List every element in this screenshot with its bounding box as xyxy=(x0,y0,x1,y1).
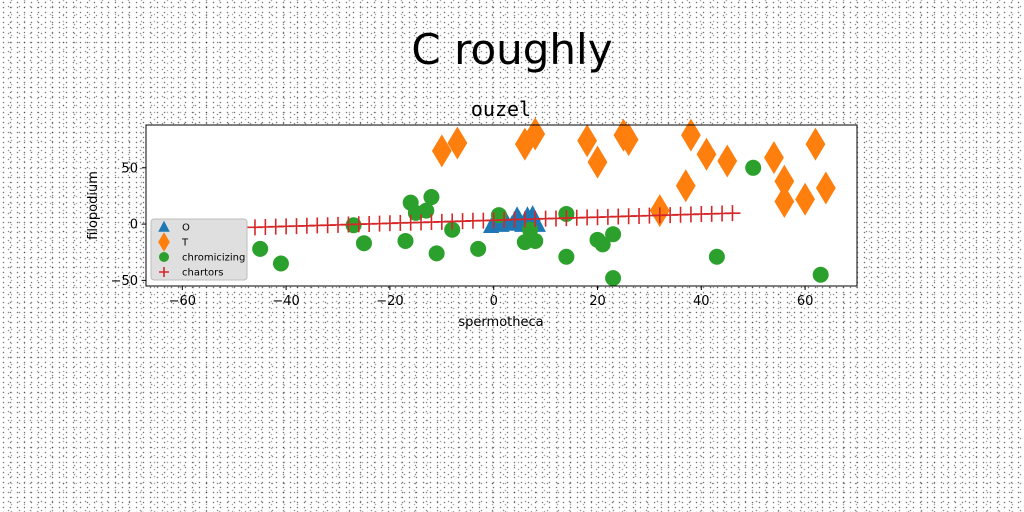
data-point-chromicizing xyxy=(272,255,289,272)
legend-marker-chromicizing xyxy=(159,252,169,262)
x-tick-label: −40 xyxy=(272,294,299,309)
data-point-chromicizing xyxy=(418,202,435,219)
series-t xyxy=(431,117,836,228)
x-tick-label: 60 xyxy=(797,294,814,309)
x-tick-label: 20 xyxy=(589,294,606,309)
y-tick-label: 50 xyxy=(121,161,138,176)
data-point-t xyxy=(764,141,784,175)
y-tick-label: 0 xyxy=(130,218,138,233)
data-point-t xyxy=(681,118,701,152)
y-axis-label: filopodium xyxy=(86,171,101,240)
legend-label-t: T xyxy=(181,238,189,249)
legend-label-o: O xyxy=(182,223,190,234)
data-marks xyxy=(246,117,836,287)
data-point-t xyxy=(815,171,836,205)
legend-marker-chartors xyxy=(159,267,169,277)
y-axis-ticks: −50 0 50 xyxy=(111,161,146,289)
x-tick-label: −20 xyxy=(376,294,403,309)
plot-area xyxy=(146,125,857,286)
data-point-t xyxy=(717,144,738,178)
data-point-chromicizing xyxy=(605,226,622,243)
data-point-t xyxy=(525,117,546,151)
data-point-chromicizing xyxy=(470,240,487,257)
x-tick-label: 40 xyxy=(693,294,710,309)
data-point-chromicizing xyxy=(812,266,829,283)
y-tick-label: −50 xyxy=(111,274,138,289)
data-point-t xyxy=(696,137,717,171)
data-point-chromicizing xyxy=(527,232,544,249)
data-point-t xyxy=(431,134,452,168)
x-tick-label: −60 xyxy=(169,294,196,309)
data-point-t xyxy=(587,145,608,179)
data-point-t xyxy=(795,182,816,216)
data-point-chromicizing xyxy=(397,232,414,249)
data-point-t xyxy=(774,164,795,198)
data-point-chromicizing xyxy=(444,221,461,238)
data-point-chromicizing xyxy=(355,235,372,252)
data-point-chromicizing xyxy=(428,245,445,262)
data-point-t xyxy=(577,124,598,158)
data-point-t xyxy=(774,185,795,219)
x-tick-label: 0 xyxy=(490,294,498,309)
legend-box xyxy=(150,218,248,281)
data-point-chromicizing xyxy=(708,248,725,265)
data-point-chromicizing xyxy=(252,240,269,257)
x-axis-ticks: −60 −40 −20 0 20 40 60 xyxy=(169,286,814,309)
data-point-chromicizing xyxy=(745,159,762,176)
legend-label-chartors: chartors xyxy=(182,268,223,279)
legend-label-chromicizing: chromicizing xyxy=(182,253,245,264)
data-point-t xyxy=(618,123,639,157)
data-point-t xyxy=(447,126,468,160)
data-point-chromicizing xyxy=(490,207,507,224)
series-chartors xyxy=(246,205,741,236)
legend-marker-t xyxy=(158,232,170,252)
data-point-chromicizing xyxy=(605,270,622,287)
data-point-chromicizing xyxy=(594,236,611,253)
data-point-o xyxy=(503,215,520,231)
x-axis-label: spermotheca xyxy=(458,315,543,330)
data-point-chartors xyxy=(724,205,741,222)
data-point-chromicizing xyxy=(558,248,575,265)
legend-marker-o xyxy=(158,220,170,232)
figure-title: C roughly xyxy=(411,25,613,74)
data-point-t xyxy=(675,169,696,203)
data-point-t xyxy=(805,127,826,161)
data-point-chromicizing xyxy=(423,189,440,206)
plot-frame xyxy=(145,124,858,287)
plot-title: ouzel xyxy=(471,97,531,121)
